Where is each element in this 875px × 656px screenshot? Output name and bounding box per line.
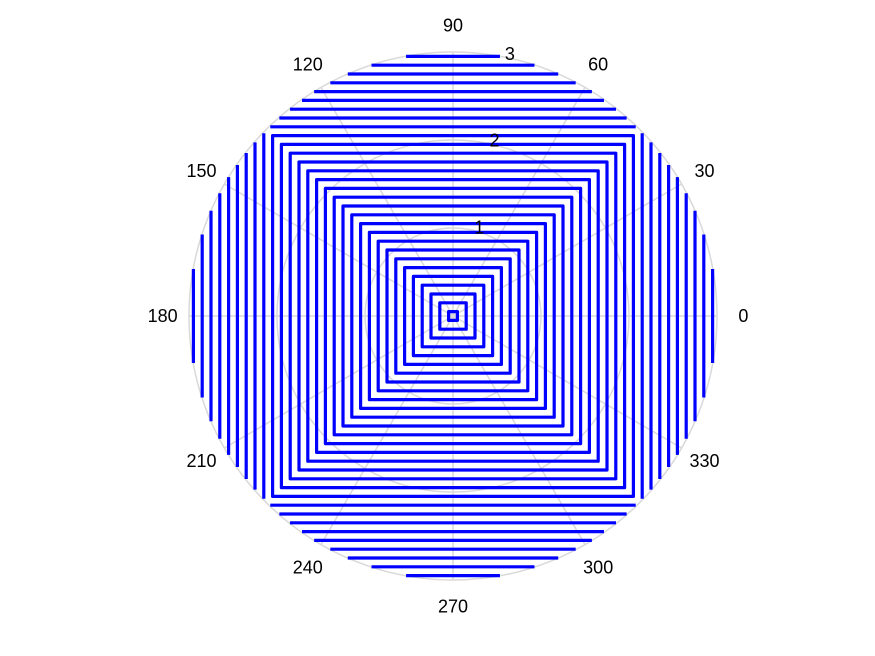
radial-tick-label: 1 <box>474 217 484 237</box>
curve-line <box>411 274 495 358</box>
angle-tick-label: 300 <box>583 557 613 577</box>
angle-tick-label: 270 <box>438 596 468 616</box>
angle-tick-label: 120 <box>293 55 323 75</box>
curve-line <box>367 230 539 402</box>
curve-line <box>297 160 609 472</box>
radial-tick-label: 3 <box>505 44 515 64</box>
angle-tick-label: 60 <box>588 55 608 75</box>
curve-line <box>447 310 459 322</box>
curve-series <box>191 54 715 578</box>
angle-tick-label: 30 <box>694 161 714 181</box>
angle-tick-label: 0 <box>738 306 748 326</box>
curve-line <box>394 257 512 375</box>
curve-line <box>288 151 618 481</box>
curve-line <box>385 248 521 384</box>
angle-tick-label: 240 <box>293 557 323 577</box>
angle-tick-label: 210 <box>186 451 216 471</box>
curve-line <box>420 283 486 349</box>
curve-line <box>403 266 503 366</box>
polar-grid <box>188 51 718 581</box>
curve-line <box>350 213 556 419</box>
curve-line <box>323 186 583 446</box>
curve-line <box>332 195 574 437</box>
curve-line <box>306 169 600 463</box>
angle-tick-label: 90 <box>443 16 463 36</box>
curve-line <box>341 204 565 428</box>
curve-line <box>359 222 547 410</box>
curve-line <box>429 292 477 340</box>
tick-labels: 0 30 60 90 120 150 180 210 240 270 300 330 1 2 3 <box>148 16 749 617</box>
radial-tick-label: 2 <box>490 131 500 151</box>
curve-line <box>438 301 468 331</box>
curve-line <box>376 239 530 393</box>
curve-line <box>279 142 627 490</box>
angle-tick-label: 180 <box>148 306 178 326</box>
curve-line <box>315 178 591 454</box>
angle-tick-label: 150 <box>186 161 216 181</box>
angle-tick-label: 330 <box>689 451 719 471</box>
curve-line <box>271 134 635 498</box>
